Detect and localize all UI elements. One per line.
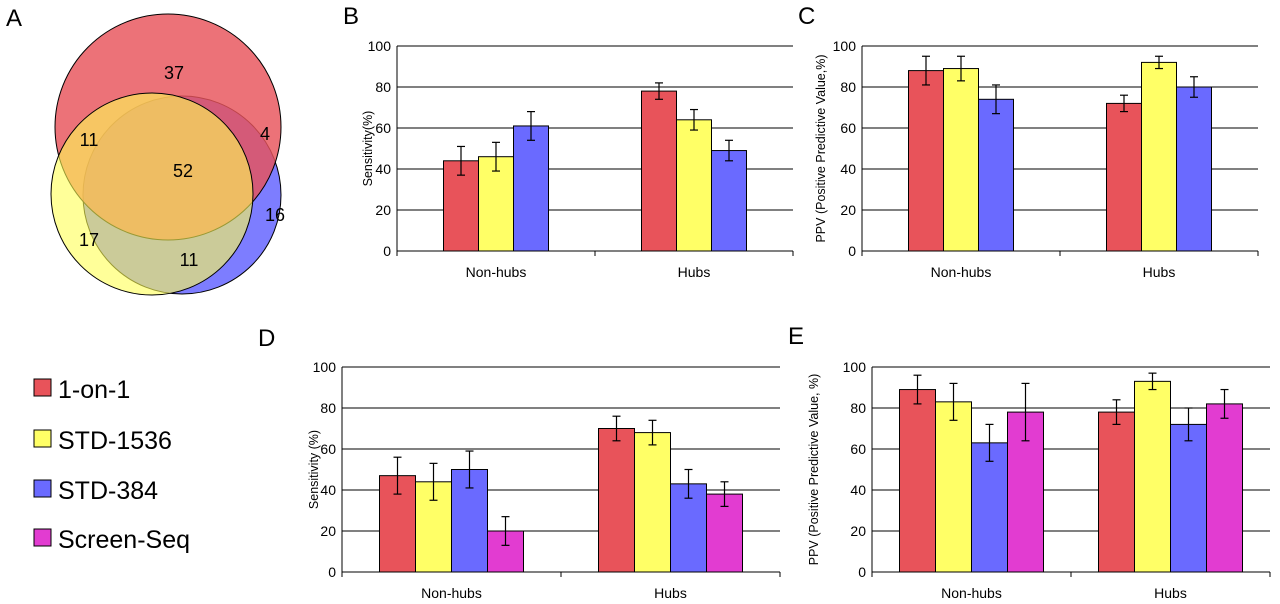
chart-b-ytick-label: 20: [375, 202, 391, 218]
chart-d-ylabel: Sensitivity (%): [307, 430, 321, 509]
chart-c-ytick-label: 60: [840, 120, 856, 136]
legend-swatch-screen-seq: [33, 528, 52, 547]
panel-label-a: A: [6, 5, 22, 32]
chart-c-ylabel: PPV (Positive Predictive Value,%): [814, 54, 828, 242]
chart-d-ytick-label: 40: [320, 482, 336, 498]
chart-c-bar-non-hubs-std-384: [978, 98, 1014, 252]
chart-e-ylabel: PPV (Positive Predictive Value, %): [807, 374, 821, 566]
venn-count-only-std384: 16: [265, 205, 285, 225]
chart-e-ytick-label: 80: [850, 400, 866, 416]
chart-b-ytick-label: 80: [375, 79, 391, 95]
chart-b-ytick-label: 40: [375, 161, 391, 177]
chart-e-ppv: 0 20 40 60 80 100 Non-hubs Hubs PPV (Positive Pr…: [807, 359, 1271, 601]
panel-label-d: D: [258, 325, 275, 352]
chart-d-ytick-label: 100: [313, 359, 337, 375]
venn-count-std1536-std384: 11: [180, 250, 199, 270]
chart-b-ytick-label: 0: [383, 243, 391, 259]
chart-d-ytick-label: 80: [320, 400, 336, 416]
chart-c-bar-hubs-std-384: [1176, 86, 1212, 252]
legend: 1-on-1 STD-1536 STD-384 Screen-Seq: [33, 376, 190, 554]
chart-c-ytick-label: 20: [840, 202, 856, 218]
chart-c-ytick-label: 0: [848, 243, 856, 259]
chart-b-ylabel: Sensitivity(%): [361, 111, 375, 187]
chart-e-bar-hubs-screen-seq: [1206, 403, 1243, 573]
chart-d-ytick-label: 20: [320, 523, 336, 539]
chart-e-bar-hubs-1-on-1: [1098, 411, 1135, 573]
chart-c-ytick-label: 80: [840, 79, 856, 95]
venn-count-only-std1536: 17: [79, 230, 99, 250]
venn-count-1on1-std384: 4: [260, 124, 270, 144]
chart-d-bar-hubs-1-on-1: [598, 428, 635, 573]
chart-c-bar-hubs-std-1536: [1141, 61, 1177, 252]
chart-c-ppv: 0 20 40 60 80 100 Non-hubs Hubs PPV (Positive Pr…: [814, 38, 1259, 280]
panel-label-e: E: [788, 323, 804, 350]
chart-e-ytick-label: 60: [850, 441, 866, 457]
chart-d-ytick-label: 0: [328, 564, 336, 580]
legend-label-std-384: STD-384: [58, 477, 158, 505]
chart-e-category-label-non-hubs: Non-hubs: [941, 585, 1002, 601]
chart-c-category-label-non-hubs: Non-hubs: [931, 264, 992, 280]
chart-e-ytick-label: 20: [850, 523, 866, 539]
chart-e-bar-non-hubs-std-1536: [935, 401, 972, 573]
chart-e-ytick-label: 0: [858, 564, 866, 580]
chart-c-bar-non-hubs-1-on-1: [908, 70, 944, 252]
chart-d-sensitivity: 0 20 40 60 80 100 Non-hubs Hubs Sensitivity (%): [307, 359, 781, 601]
chart-c-bar-non-hubs-std-1536: [943, 68, 979, 252]
chart-b-bar-hubs-1-on-1: [641, 90, 677, 252]
chart-e-bar-non-hubs-std-384: [971, 442, 1008, 573]
panel-label-c: C: [798, 3, 815, 30]
venn-count-1on1-std1536: 11: [80, 130, 99, 150]
chart-e-ytick-label: 40: [850, 482, 866, 498]
legend-label-std-1536: STD-1536: [58, 427, 172, 455]
legend-swatch-1-on-1: [33, 378, 52, 397]
legend-swatch-std-1536: [33, 429, 52, 448]
chart-e-bar-hubs-std-1536: [1134, 380, 1171, 573]
chart-b-bar-non-hubs-std-384: [513, 125, 549, 252]
chart-c-category-label-hubs: Hubs: [1143, 264, 1176, 280]
legend-swatch-std-384: [33, 479, 52, 498]
chart-c-bar-hubs-1-on-1: [1106, 102, 1142, 252]
chart-d-category-label-hubs: Hubs: [654, 585, 687, 601]
venn-circle-std-1536: [50, 92, 254, 296]
chart-b-bar-hubs-std-1536: [676, 119, 712, 252]
chart-d-bar-hubs-screen-seq: [706, 493, 743, 573]
chart-b-bar-hubs-std-384: [711, 150, 747, 252]
venn-count-all-three: 52: [173, 161, 193, 181]
panel-label-b: B: [343, 3, 359, 30]
venn-diagram: 37 11 4 52 17 11 16: [50, 13, 285, 296]
chart-d-category-label-non-hubs: Non-hubs: [421, 585, 482, 601]
chart-b-ytick-label: 100: [368, 38, 392, 54]
chart-e-ytick-label: 100: [843, 359, 867, 375]
chart-b-category-label-hubs: Hubs: [678, 264, 711, 280]
venn-count-only-1on1: 37: [164, 63, 184, 83]
chart-e-bar-non-hubs-1-on-1: [899, 389, 936, 573]
chart-c-ytick-label: 100: [833, 38, 857, 54]
chart-b-category-label-non-hubs: Non-hubs: [466, 264, 527, 280]
chart-d-ytick-label: 60: [320, 441, 336, 457]
legend-label-screen-seq: Screen-Seq: [58, 526, 190, 554]
chart-b-bar-non-hubs-std-1536: [478, 156, 514, 252]
chart-b-bar-non-hubs-1-on-1: [443, 160, 479, 252]
chart-e-category-label-hubs: Hubs: [1154, 585, 1187, 601]
legend-label-1-on-1: 1-on-1: [58, 376, 130, 404]
chart-d-bar-hubs-std-1536: [634, 432, 671, 573]
chart-b-sensitivity: 0 20 40 60 80 100 Non-hubs Hubs Sensitivity(%): [361, 38, 794, 280]
chart-c-ytick-label: 40: [840, 161, 856, 177]
chart-e-bar-hubs-std-384: [1170, 423, 1207, 573]
chart-b-ytick-label: 60: [375, 120, 391, 136]
